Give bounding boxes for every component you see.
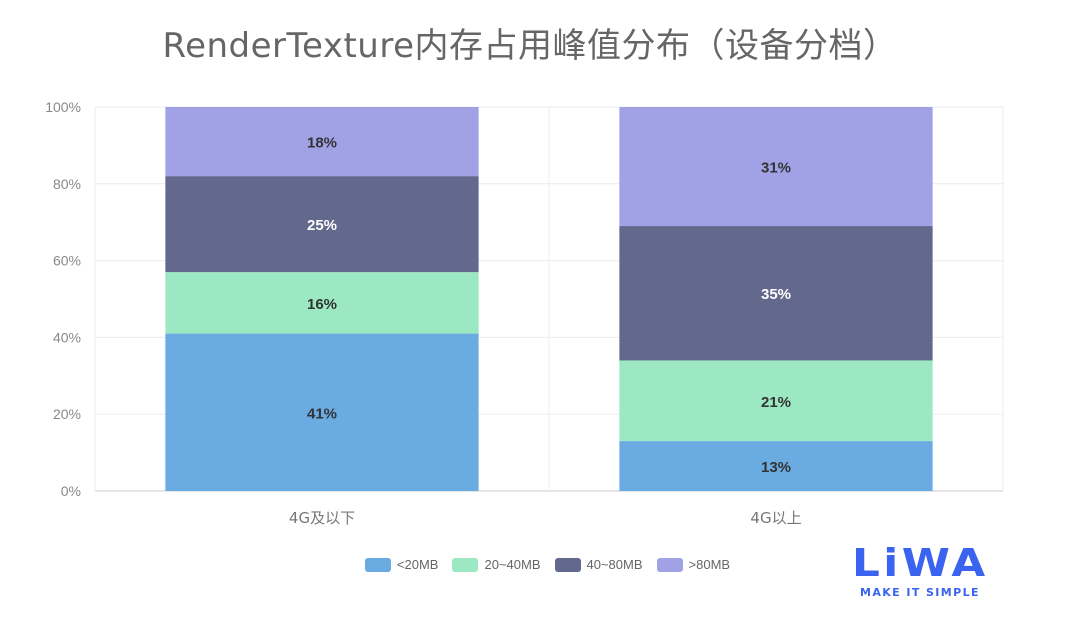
x-tick-label: 4G以上	[750, 509, 801, 527]
legend-swatch	[554, 557, 581, 572]
legend-swatch	[452, 557, 479, 572]
x-tick-label: 4G及以下	[289, 509, 355, 527]
legend-item[interactable]: >80MB	[656, 557, 731, 572]
logo-wordmark: LiWA	[852, 541, 989, 585]
bar-segment	[165, 272, 479, 334]
y-tick-label: 40%	[53, 329, 81, 345]
chart-legend: <20MB 20~40MB 40~80MB >80MB	[0, 557, 1080, 572]
bar-segment	[165, 333, 479, 491]
y-tick-label: 0%	[61, 483, 81, 499]
bar-segment	[165, 107, 479, 177]
bar-segment	[619, 441, 933, 491]
legend-label: 40~80MB	[586, 557, 643, 572]
legend-item[interactable]: <20MB	[364, 557, 439, 572]
data-label: 16%	[307, 296, 337, 313]
legend-item[interactable]: 40~80MB	[554, 557, 643, 572]
data-label: 13%	[761, 459, 791, 476]
y-tick-label: 20%	[53, 406, 81, 422]
legend-swatch	[364, 557, 391, 572]
legend-label: >80MB	[688, 557, 731, 572]
y-tick-label: 80%	[53, 176, 81, 192]
legend-label: <20MB	[396, 557, 439, 572]
data-label: 21%	[761, 394, 791, 411]
bar-segment	[619, 226, 933, 361]
bar-segment	[165, 176, 479, 273]
bar-segment	[619, 107, 933, 227]
legend-swatch	[656, 557, 683, 572]
liwa-logo: LiWA MAKE IT SIMPLE	[852, 544, 1007, 600]
y-tick-label: 60%	[53, 253, 81, 269]
logo-tagline: MAKE IT SIMPLE	[860, 586, 980, 599]
y-tick-label: 100%	[45, 99, 81, 115]
bar-segment	[619, 360, 933, 442]
legend-item[interactable]: 20~40MB	[452, 557, 541, 572]
data-label: 18%	[307, 135, 337, 152]
chart-title: RenderTexture内存占用峰值分布（设备分档）	[162, 26, 898, 66]
data-label: 31%	[761, 160, 791, 177]
data-label: 35%	[761, 286, 791, 303]
data-label: 41%	[307, 405, 337, 422]
data-label: 25%	[307, 217, 337, 234]
legend-label: 20~40MB	[484, 557, 541, 572]
